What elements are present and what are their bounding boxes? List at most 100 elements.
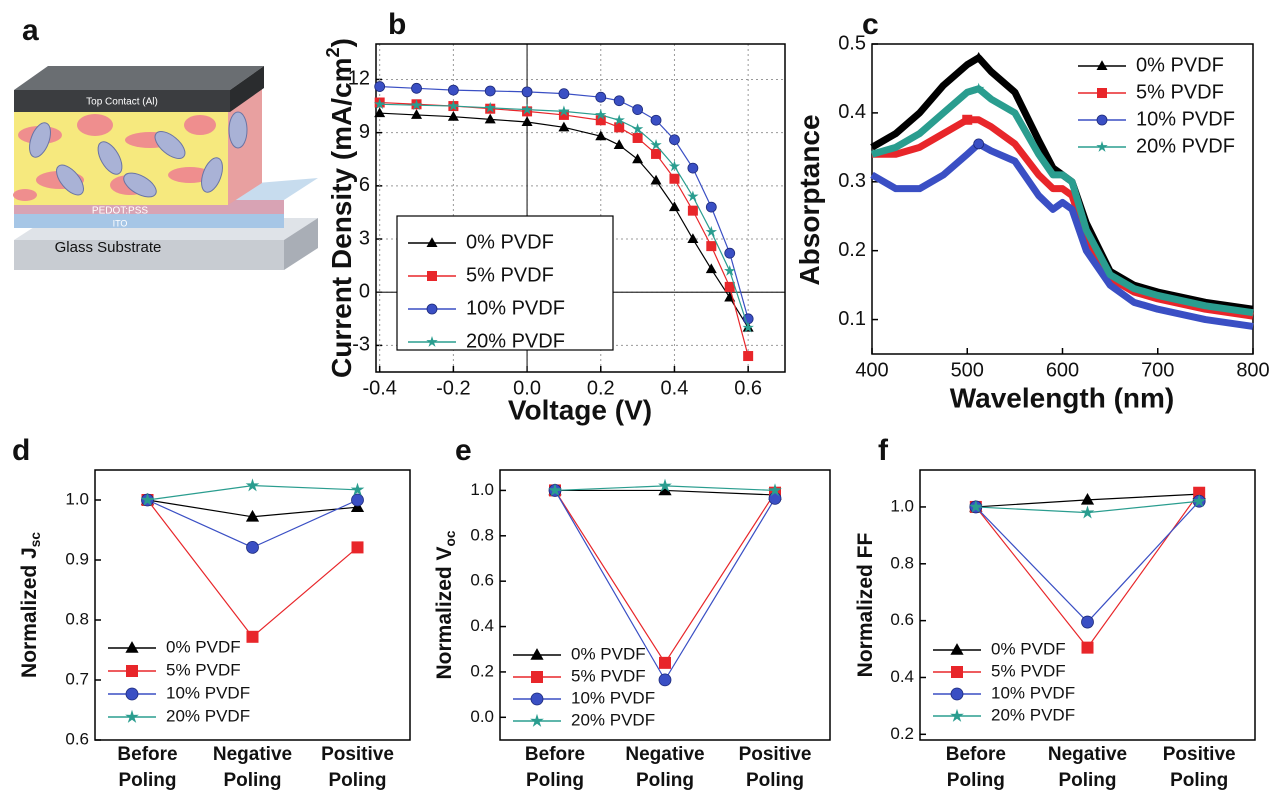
legend-label: 5% PVDF bbox=[466, 264, 554, 286]
marker bbox=[668, 160, 681, 172]
y-tick-label: 0.2 bbox=[890, 724, 914, 743]
marker bbox=[125, 687, 139, 701]
marker bbox=[659, 656, 671, 669]
plot-frame bbox=[94, 469, 411, 741]
y-tick-label: 0.4 bbox=[890, 667, 914, 686]
y-tick-label: 9 bbox=[359, 121, 370, 143]
y-tick-label: 0.2 bbox=[838, 239, 866, 261]
marker bbox=[521, 103, 533, 115]
marker bbox=[614, 122, 625, 133]
marker bbox=[669, 134, 680, 146]
marker bbox=[706, 241, 717, 252]
layer-label: Top Contact (Al) bbox=[86, 97, 158, 108]
y-axis-title: Normalized Jsc bbox=[18, 532, 43, 678]
y-axis-title-text: Normalized FF bbox=[854, 532, 877, 677]
marker bbox=[724, 281, 735, 292]
contact-side bbox=[230, 66, 264, 112]
y-axis-title-text: Current Density (mA/cm bbox=[326, 57, 357, 378]
marker bbox=[950, 643, 964, 655]
legend-label: 5% PVDF bbox=[1136, 81, 1224, 103]
marker bbox=[613, 114, 625, 126]
legend-label: 20% PVDF bbox=[1136, 135, 1235, 157]
marker bbox=[373, 98, 386, 110]
marker bbox=[447, 100, 460, 111]
series-line bbox=[975, 500, 1200, 623]
marker bbox=[950, 708, 964, 722]
legend-label: 10% PVDF bbox=[991, 683, 1075, 702]
legend-label: 0% PVDF bbox=[166, 637, 241, 656]
contact-front bbox=[14, 90, 230, 112]
y-tick-label: 0.5 bbox=[838, 32, 866, 54]
marker bbox=[768, 491, 782, 505]
y-tick-label: 0.0 bbox=[470, 707, 494, 726]
legend-label: 0% PVDF bbox=[991, 639, 1066, 658]
marker bbox=[973, 52, 985, 62]
marker bbox=[126, 665, 138, 677]
marker bbox=[1097, 88, 1107, 98]
x-tick-label: -0.4 bbox=[362, 377, 396, 399]
legend-box bbox=[396, 215, 614, 351]
panel-label: a bbox=[22, 14, 39, 47]
marker bbox=[530, 713, 544, 727]
y-tick-label: 1.0 bbox=[65, 489, 89, 508]
marker bbox=[427, 271, 437, 281]
marker bbox=[650, 139, 662, 150]
x-tick-label: 400 bbox=[855, 359, 888, 381]
y-tick-label: 0.1 bbox=[838, 308, 866, 330]
y-tick-label: 0 bbox=[359, 280, 370, 302]
x-tick-label: 700 bbox=[1141, 359, 1174, 381]
y-tick-label: 0.8 bbox=[65, 609, 89, 628]
y-tick-label: 1.0 bbox=[470, 480, 494, 499]
marker bbox=[530, 648, 544, 660]
y-tick-label: 0.9 bbox=[65, 549, 89, 568]
marker bbox=[245, 509, 260, 522]
marker bbox=[410, 99, 423, 111]
marker bbox=[558, 105, 570, 117]
marker bbox=[632, 104, 644, 115]
x-category-label: Before Poling bbox=[945, 744, 1006, 791]
marker bbox=[1192, 494, 1207, 508]
legend-label: 5% PVDF bbox=[571, 666, 646, 685]
series-line bbox=[870, 140, 1254, 330]
marker bbox=[973, 138, 985, 150]
y-tick-label: 0.6 bbox=[470, 571, 494, 590]
marker bbox=[140, 492, 155, 506]
marker bbox=[531, 671, 543, 683]
series-line bbox=[871, 85, 1254, 317]
marker bbox=[632, 153, 644, 164]
x-axis-title: Wavelength (nm) bbox=[950, 382, 1175, 413]
marker bbox=[595, 91, 607, 103]
plot-frame bbox=[871, 43, 1254, 355]
y-axis-title-text: Normalized J bbox=[18, 547, 41, 678]
marker bbox=[1096, 141, 1108, 152]
glass-side bbox=[284, 218, 318, 270]
panel-label: d bbox=[12, 434, 30, 467]
marker bbox=[687, 162, 699, 174]
y-axis-title: Current Density (mA/cm2) bbox=[323, 38, 358, 378]
marker bbox=[724, 264, 736, 276]
marker bbox=[350, 482, 365, 496]
y-tick-label: 0.2 bbox=[470, 661, 494, 680]
y-tick-label: 12 bbox=[348, 68, 370, 90]
y-axis-title-text: Normalized V bbox=[433, 546, 456, 679]
x-category-label: Positive Poling bbox=[738, 744, 812, 791]
legend-label: 20% PVDF bbox=[466, 330, 565, 352]
layer-label: Glass Substrate bbox=[55, 239, 162, 256]
marker bbox=[447, 84, 459, 96]
marker bbox=[743, 351, 754, 362]
marker bbox=[548, 483, 562, 497]
marker bbox=[687, 233, 699, 244]
y-tick-label: 0.8 bbox=[470, 525, 494, 544]
glass-front bbox=[14, 240, 284, 270]
y-tick-label: 0.6 bbox=[890, 610, 914, 629]
marker bbox=[705, 225, 718, 237]
marker bbox=[632, 132, 643, 143]
x-tick-label: 0.0 bbox=[513, 377, 541, 399]
y-tick-label: 1.0 bbox=[890, 496, 914, 515]
marker bbox=[521, 86, 533, 98]
plot-frame bbox=[499, 469, 831, 741]
y-axis-title-text: Absorptance bbox=[794, 114, 825, 285]
marker bbox=[374, 81, 386, 92]
marker bbox=[1080, 505, 1095, 519]
marker bbox=[687, 190, 699, 202]
